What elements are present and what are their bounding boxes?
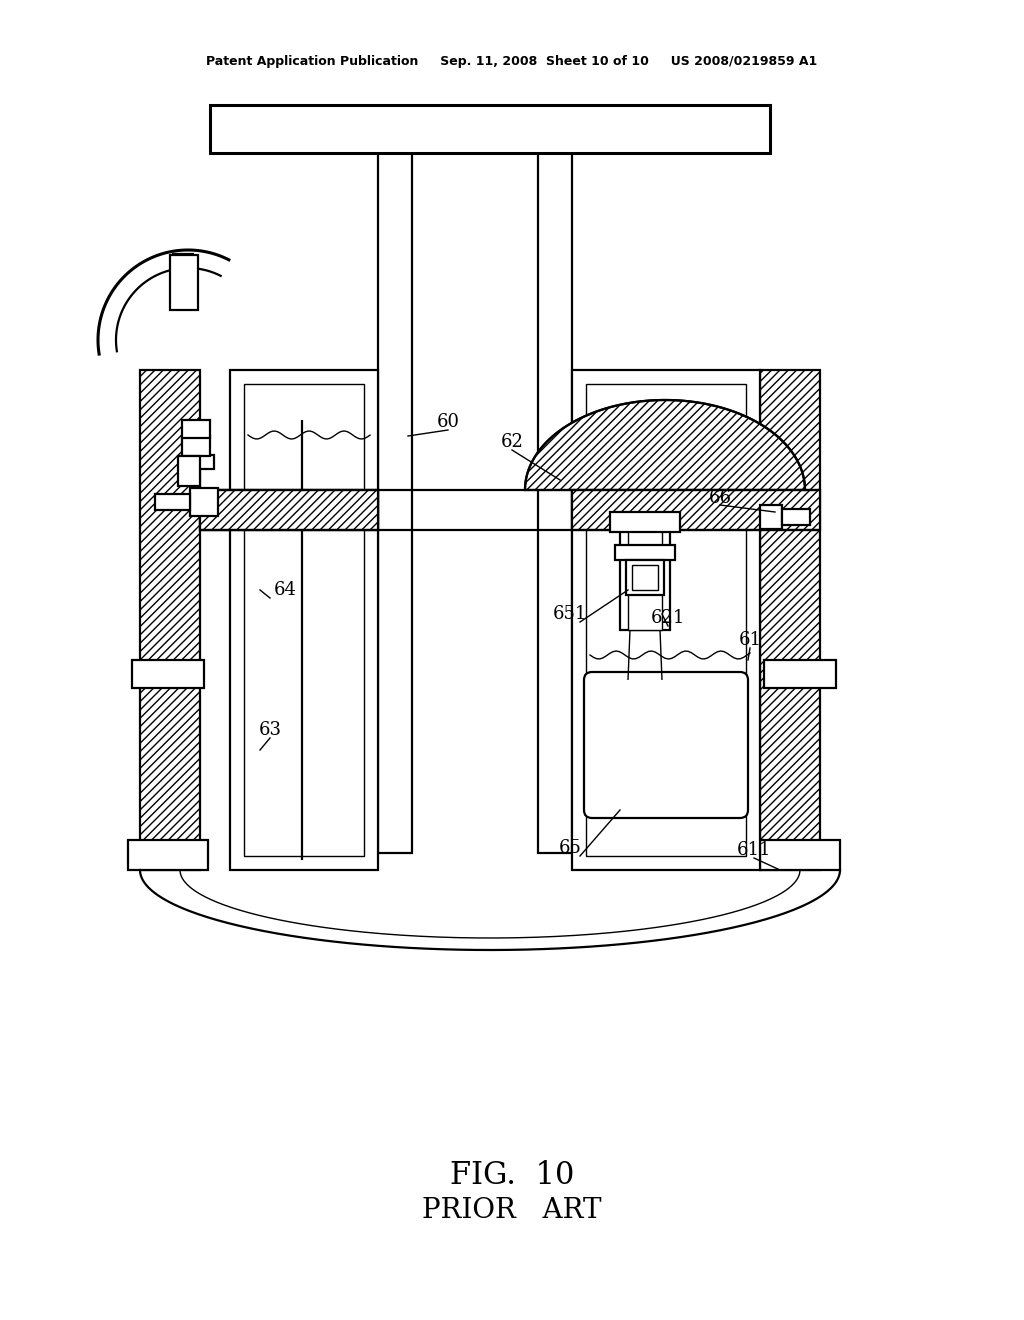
Text: 62: 62 [501,433,523,451]
Text: PRIOR   ART: PRIOR ART [422,1196,602,1224]
Bar [378,153,412,853]
Bar [782,510,810,525]
Bar [230,370,378,870]
Bar [572,370,760,870]
Bar [626,560,664,595]
Bar [128,840,208,870]
Bar [132,660,204,688]
Text: FIG.  10: FIG. 10 [450,1159,574,1191]
Bar [194,455,214,469]
Text: 611: 611 [736,841,771,859]
Bar [764,660,836,688]
Bar [244,384,364,855]
Bar [178,455,200,486]
Text: 64: 64 [273,581,296,599]
Polygon shape [200,490,378,531]
Bar [620,531,670,630]
Bar [586,384,746,855]
Bar [200,490,378,531]
Bar [760,370,820,870]
Text: 651: 651 [553,605,587,623]
Text: 65: 65 [558,840,582,857]
Bar [632,565,658,590]
Bar [538,153,572,853]
Bar [190,488,218,516]
Bar [610,512,680,532]
Bar [760,506,782,529]
Bar [170,255,198,310]
Bar [628,531,662,630]
Text: 621: 621 [651,609,685,627]
FancyBboxPatch shape [584,672,748,818]
Bar [615,545,675,560]
Bar [182,436,210,455]
Bar [155,494,190,510]
Bar [760,840,840,870]
Polygon shape [525,400,805,490]
Text: 63: 63 [258,721,282,739]
Bar [210,106,770,153]
Bar [140,370,200,870]
Bar [572,490,820,531]
Text: 61: 61 [738,631,762,649]
Text: Patent Application Publication     Sep. 11, 2008  Sheet 10 of 10     US 2008/021: Patent Application Publication Sep. 11, … [207,55,817,69]
Bar [182,420,210,438]
Text: 66: 66 [709,488,731,507]
Text: 60: 60 [436,413,460,432]
